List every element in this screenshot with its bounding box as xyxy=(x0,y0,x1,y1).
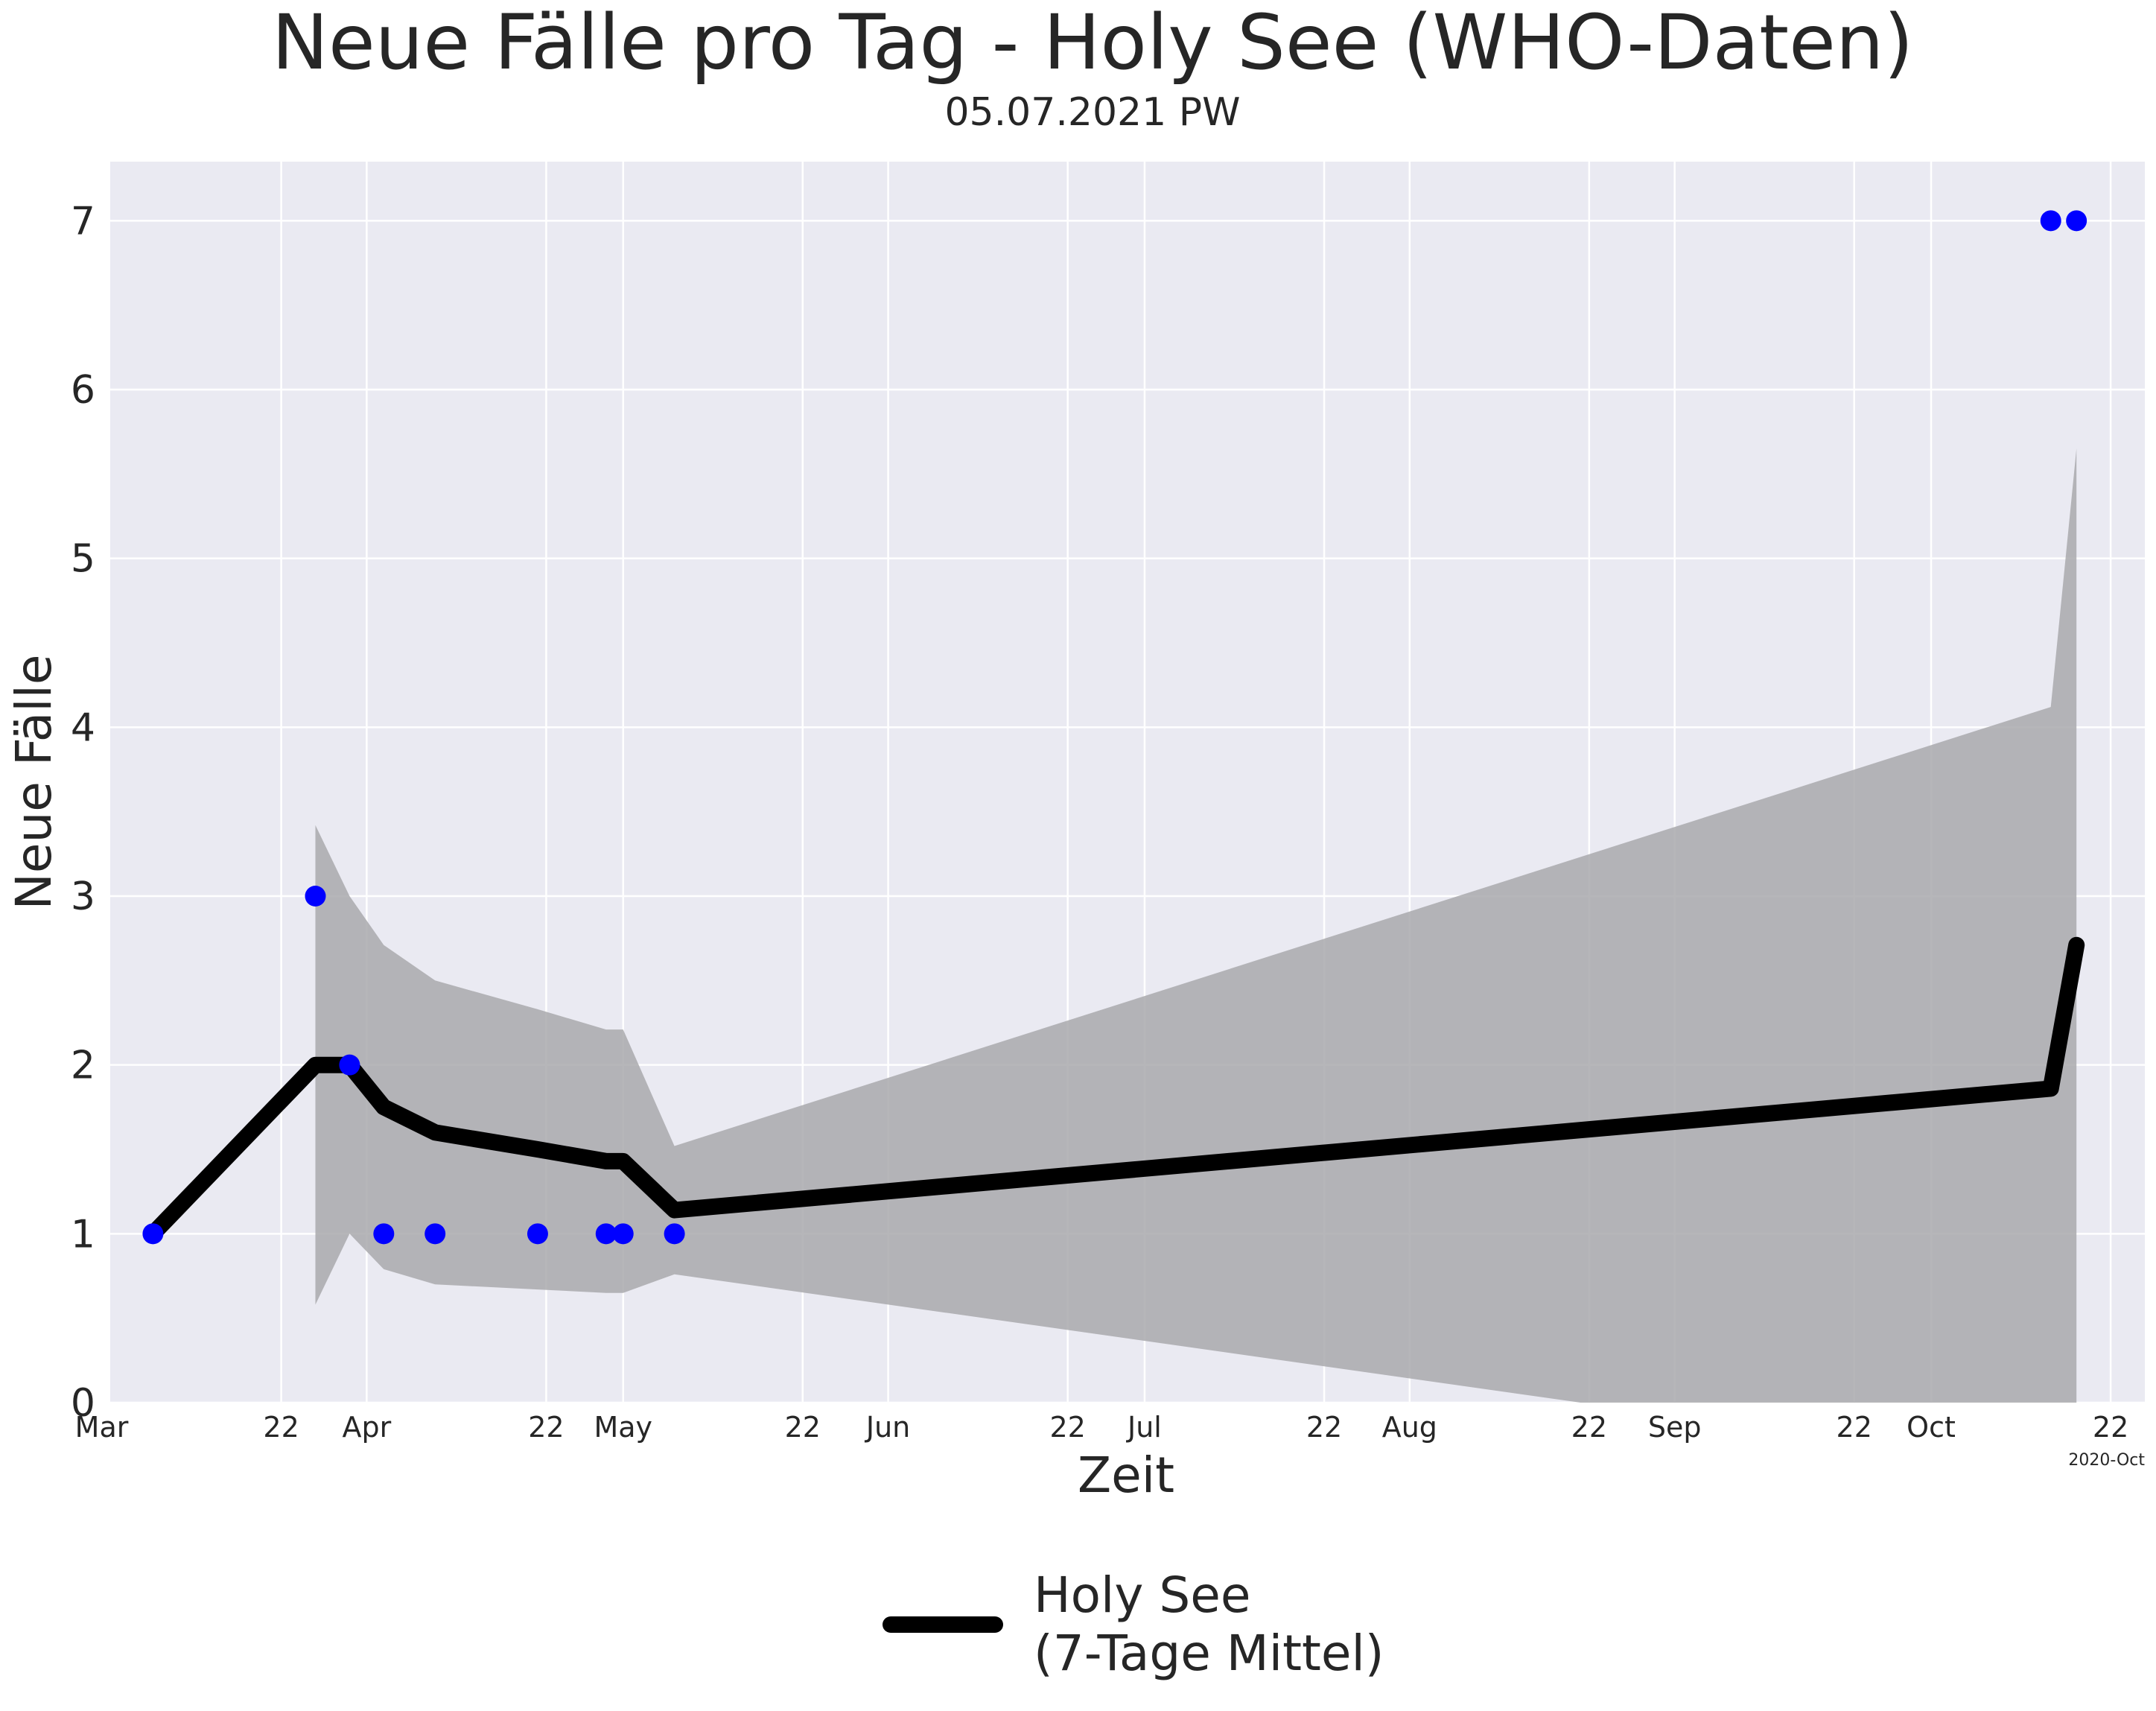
chart-subtitle: 05.07.2021 PW xyxy=(944,90,1240,135)
case-point-5 xyxy=(527,1223,548,1245)
y-tick-label-5: 5 xyxy=(71,537,95,582)
band-area xyxy=(315,448,2077,1403)
case-point-0 xyxy=(142,1223,164,1245)
legend-label-line1: Holy See xyxy=(1034,1566,1251,1624)
case-point-8 xyxy=(664,1223,685,1245)
x-tick-label-8: Jul xyxy=(1126,1411,1162,1444)
x-tick-label-1: 22 xyxy=(263,1411,299,1444)
y-tick-label-4: 4 xyxy=(71,705,95,750)
x-tick-label-3: 22 xyxy=(528,1411,564,1444)
confidence-band xyxy=(315,448,2077,1403)
chart-title: Neue Fälle pro Tag - Holy See (WHO-Daten… xyxy=(272,0,1914,87)
y-tick-label-7: 7 xyxy=(71,199,95,244)
case-point-10 xyxy=(2066,210,2087,232)
case-point-3 xyxy=(373,1223,395,1245)
x-tick-labels: Mar 22 Apr 22 May 22 Jun 22 Jul 22 Aug 22 Sep 22 Oct 22 xyxy=(75,1411,2129,1444)
y-tick-label-2: 2 xyxy=(71,1044,95,1088)
legend: Holy See (7-Tage Mittel) xyxy=(883,1566,1384,1682)
case-point-7 xyxy=(612,1223,634,1245)
y-tick-label-6: 6 xyxy=(71,368,95,413)
case-point-1 xyxy=(305,886,326,907)
case-point-6 xyxy=(595,1223,617,1245)
y-tick-label-1: 1 xyxy=(71,1212,95,1257)
x-tick-label-15: 22 xyxy=(2093,1411,2128,1444)
case-point-4 xyxy=(424,1223,446,1245)
x-axis-label: Zeit xyxy=(1078,1447,1174,1504)
x-offset-label: 2020-Oct xyxy=(2068,1451,2145,1470)
x-tick-label-7: 22 xyxy=(1049,1411,1085,1444)
y-tick-label-3: 3 xyxy=(71,874,95,919)
y-tick-label-0: 0 xyxy=(71,1381,95,1426)
daily-case-points xyxy=(142,210,2087,1245)
moving-average-line xyxy=(144,936,2085,1242)
series-line xyxy=(144,936,2085,1242)
case-point-9 xyxy=(2040,210,2061,232)
x-tick-label-5: 22 xyxy=(785,1411,821,1444)
x-tick-label-12: Sep xyxy=(1648,1411,1702,1444)
x-tick-label-6: Jun xyxy=(865,1411,910,1444)
legend-label-line2: (7-Tage Mittel) xyxy=(1034,1625,1384,1682)
x-tick-label-4: May xyxy=(594,1411,652,1444)
legend-label: Holy See (7-Tage Mittel) xyxy=(1034,1566,1384,1682)
case-point-2 xyxy=(339,1054,360,1076)
x-tick-label-10: Aug xyxy=(1382,1411,1437,1444)
x-tick-label-11: 22 xyxy=(1571,1411,1607,1444)
x-tick-label-0: Mar xyxy=(75,1411,129,1444)
y-tick-labels: 0 1 2 3 4 5 6 7 xyxy=(71,199,95,1426)
x-tick-label-2: Apr xyxy=(342,1411,391,1444)
x-tick-label-14: Oct xyxy=(1907,1411,1956,1444)
y-axis-label: Neue Fälle xyxy=(5,654,63,910)
x-tick-label-13: 22 xyxy=(1837,1411,1872,1444)
x-tick-label-9: 22 xyxy=(1306,1411,1342,1444)
